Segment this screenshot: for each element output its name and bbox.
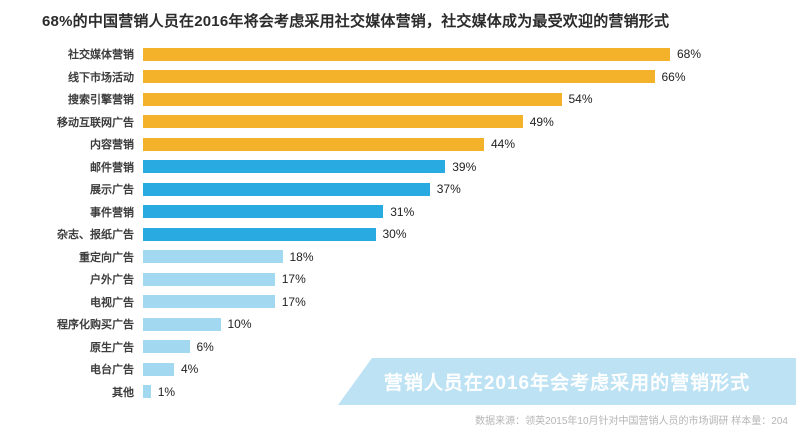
bar-category-label: 其他 [112, 386, 134, 399]
bar-value-label: 66% [661, 69, 686, 84]
bar [143, 317, 221, 331]
bar-category-label: 内容营销 [90, 139, 134, 152]
bar-category-label: 程序化购买广告 [57, 319, 134, 332]
bar [143, 227, 376, 241]
bar-category-label: 社交媒体营销 [68, 49, 134, 62]
bar-row: 户外广告 17% [0, 268, 796, 291]
bar-value-label: 4% [181, 362, 199, 377]
bar-chart: 社交媒体营销 68% 线下市场活动 66% 搜索引擎营销 54% 移动互联网广告 49% 内容营… [0, 43, 796, 403]
bar-track: 39% [143, 156, 476, 179]
bar-track: 66% [143, 66, 686, 89]
bar-row: 原生广告 6% [0, 336, 796, 359]
bar-row: 内容营销 44% [0, 133, 796, 156]
bar-category-label: 线下市场活动 [68, 71, 134, 84]
bar [143, 362, 174, 376]
bar [143, 340, 190, 354]
bar-category-label: 电视广告 [90, 296, 134, 309]
bar-track: 1% [143, 381, 175, 404]
bar-value-label: 1% [157, 384, 176, 399]
bar-track: 17% [143, 291, 306, 314]
bar-category-label: 重定向广告 [79, 251, 134, 264]
bar-category-label: 原生广告 [90, 341, 134, 354]
bar [143, 272, 275, 286]
bar [143, 250, 283, 264]
bar-row: 展示广告 37% [0, 178, 796, 201]
highlight-banner: 营销人员在2016年会考虑采用的营销形式 [338, 358, 796, 405]
bar-track: 54% [143, 88, 593, 111]
bar-value-label: 39% [452, 159, 477, 174]
bar-row: 事件营销 31% [0, 201, 796, 224]
bar-category-label: 展示广告 [90, 184, 134, 197]
bar [143, 385, 151, 399]
bar-category-label: 邮件营销 [90, 161, 134, 174]
bar-row: 重定向广告 18% [0, 246, 796, 269]
bar-category-label: 搜索引擎营销 [68, 94, 134, 107]
bar-category-label: 移动互联网广告 [57, 116, 134, 129]
bar [143, 137, 484, 151]
bar-row: 电台广告 4% [0, 358, 796, 381]
bar-category-label: 电台广告 [90, 364, 134, 377]
bar [143, 92, 562, 106]
bar-track: 44% [143, 133, 515, 156]
bar-value-label: 6% [196, 339, 214, 354]
bar [143, 295, 275, 309]
bar-value-label: 44% [491, 137, 516, 152]
bar-row: 邮件营销 39% [0, 156, 796, 179]
bar-value-label: 37% [436, 182, 461, 197]
bar-value-label: 17% [281, 272, 306, 287]
bar-track: 10% [143, 313, 252, 336]
bar-track: 31% [143, 201, 414, 224]
bar-value-label: 68% [677, 47, 702, 62]
bar [143, 205, 384, 219]
bar-value-label: 49% [529, 114, 554, 129]
bar-value-label: 30% [382, 227, 407, 242]
bar-value-label: 54% [568, 92, 593, 107]
bar-row: 程序化购买广告 10% [0, 313, 796, 336]
bar-track: 37% [143, 178, 461, 201]
bar [143, 115, 523, 129]
bar [143, 182, 430, 196]
bar-row: 搜索引擎营销 54% [0, 88, 796, 111]
bar-category-label: 事件营销 [90, 206, 134, 219]
chart-title: 68%的中国营销人员在2016年将会考虑采用社交媒体营销，社交媒体成为最受欢迎的… [42, 13, 670, 30]
bar-row: 线下市场活动 66% [0, 66, 796, 89]
bar-track: 68% [143, 43, 701, 66]
bar-row: 其他 1% [0, 381, 796, 404]
bar-row: 社交媒体营销 68% [0, 43, 796, 66]
banner-label: 营销人员在2016年会考虑采用的营销形式 [383, 373, 751, 394]
bar-category-label: 户外广告 [90, 274, 134, 287]
bar-track: 30% [143, 223, 407, 246]
bar-row: 移动互联网广告 49% [0, 111, 796, 134]
bar-value-label: 17% [281, 294, 306, 309]
bar-value-label: 31% [390, 204, 415, 219]
bar-track: 49% [143, 111, 554, 134]
bar-track: 4% [143, 358, 198, 381]
bar-category-label: 杂志、报纸广告 [57, 229, 134, 242]
bar [143, 70, 655, 84]
bar-track: 6% [143, 336, 214, 359]
bar-track: 18% [143, 246, 314, 269]
bar-track: 17% [143, 268, 306, 291]
data-source-note: 数据来源：领英2015年10月针对中国营销人员的市场调研 样本量：204 [475, 416, 788, 427]
bar-value-label: 10% [227, 317, 252, 332]
bar-rows: 社交媒体营销 68% 线下市场活动 66% 搜索引擎营销 54% 移动互联网广告 49% 内容营… [0, 43, 796, 403]
bar-value-label: 18% [289, 249, 314, 264]
bar [143, 47, 670, 61]
bar-row: 杂志、报纸广告 30% [0, 223, 796, 246]
bar-row: 电视广告 17% [0, 291, 796, 314]
bar [143, 160, 446, 174]
